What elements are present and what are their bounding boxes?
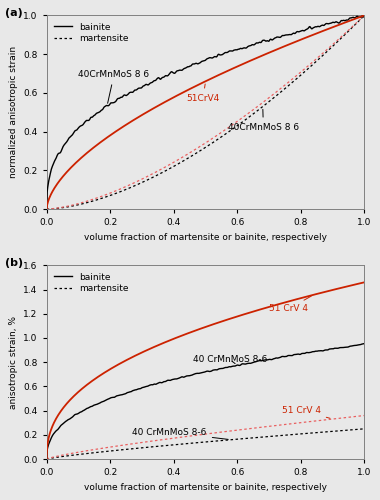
Text: 51CrV4: 51CrV4 [187, 84, 220, 102]
Legend: bainite, martensite: bainite, martensite [51, 20, 131, 46]
Text: (b): (b) [5, 258, 24, 268]
Text: 40 CrMnMoS 8-6: 40 CrMnMoS 8-6 [193, 355, 267, 364]
Text: 51 CrV 4: 51 CrV 4 [269, 296, 311, 314]
Y-axis label: normalized anisotropic strain: normalized anisotropic strain [9, 46, 17, 178]
X-axis label: volume fraction of martensite or bainite, respectively: volume fraction of martensite or bainite… [84, 482, 327, 492]
Y-axis label: anisotropic strain, %: anisotropic strain, % [9, 316, 17, 408]
Text: 51 CrV 4: 51 CrV 4 [282, 406, 330, 418]
Text: 40 CrMnMoS 8-6: 40 CrMnMoS 8-6 [133, 428, 228, 440]
Text: (a): (a) [5, 8, 23, 18]
X-axis label: volume fraction of martensite or bainite, respectively: volume fraction of martensite or bainite… [84, 232, 327, 241]
Text: 40CrMnMoS 8 6: 40CrMnMoS 8 6 [78, 70, 149, 104]
Text: 40CrMnMoS 8 6: 40CrMnMoS 8 6 [228, 110, 299, 132]
Legend: bainite, martensite: bainite, martensite [51, 270, 131, 296]
